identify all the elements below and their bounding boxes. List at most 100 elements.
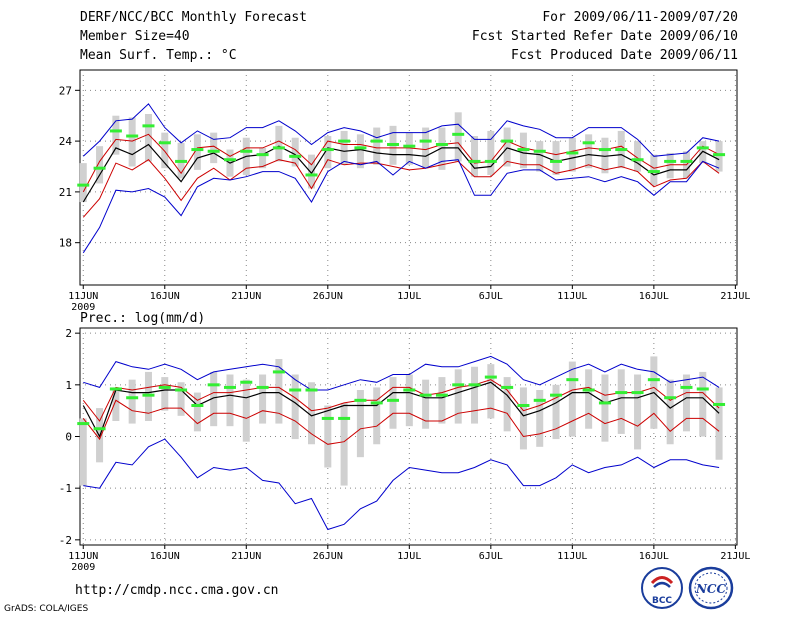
temp-median-mark — [387, 142, 400, 146]
temp-box — [422, 127, 430, 169]
prec-median-mark — [272, 370, 285, 374]
temp-median-mark — [223, 158, 236, 162]
prec-box — [552, 384, 560, 440]
prec-box — [177, 382, 185, 416]
prec-median-mark — [533, 398, 546, 402]
prec-box — [226, 374, 234, 427]
temp-line-upper — [82, 133, 720, 193]
temp-box — [193, 134, 201, 170]
temp-median-mark — [321, 148, 334, 152]
temp-box — [112, 115, 120, 155]
prec-xtick-label: 11JUN — [68, 551, 98, 562]
temp-year-label: 2009 — [71, 302, 95, 313]
temp-median-mark — [403, 144, 416, 148]
temp-median-mark — [370, 139, 383, 143]
prec-ytick-label: 1 — [65, 379, 72, 392]
temp-box — [96, 146, 104, 184]
prec-box — [161, 377, 169, 411]
temp-ytick-label: 24 — [59, 135, 73, 148]
prec-median-mark — [158, 385, 171, 389]
prec-median-mark — [550, 393, 563, 397]
grads-credit: GrADS: COLA/IGES — [4, 604, 89, 614]
temp-box — [601, 137, 609, 174]
temp-box — [144, 114, 152, 162]
prec-box — [373, 387, 381, 445]
prec-median-mark — [615, 391, 628, 395]
prec-median-mark — [93, 427, 106, 431]
prec-median-mark — [338, 416, 351, 420]
temp-box — [340, 130, 348, 165]
temp-median-mark — [338, 139, 351, 143]
prec-median-mark — [305, 388, 318, 392]
prec-median-mark — [321, 416, 334, 420]
ncc-logo: NCC — [688, 566, 734, 610]
prec-median-mark — [370, 401, 383, 405]
prec-box — [128, 379, 136, 424]
temp-median-mark — [517, 148, 530, 152]
start-date: Fcst Started Refer Date 2009/06/10 — [471, 29, 738, 44]
temp-median-mark — [631, 158, 644, 162]
prec-median-mark — [501, 385, 514, 389]
temp-box — [307, 154, 315, 189]
prec-median-mark — [207, 383, 220, 387]
prec-median-mark — [680, 385, 693, 389]
prec-median-mark — [223, 385, 236, 389]
temp-box — [471, 136, 479, 177]
temp-xtick-label: 16JUL — [639, 291, 669, 302]
prec-box — [210, 371, 218, 427]
temp-box — [715, 141, 723, 172]
temp-median-mark — [582, 141, 595, 145]
prec-median-mark — [175, 388, 188, 392]
prec-median-mark — [468, 383, 481, 387]
temp-line-max — [82, 103, 720, 157]
temp-box — [634, 141, 642, 172]
prec-box — [585, 369, 593, 429]
prec-median-mark — [142, 393, 155, 397]
prec-median-mark — [191, 404, 204, 407]
prec-xtick-label: 16JUL — [639, 551, 669, 562]
temp-median-mark — [435, 142, 448, 146]
prec-box — [275, 359, 283, 424]
prec-box — [356, 390, 364, 458]
temp-box — [210, 132, 218, 164]
prec-median-mark — [419, 393, 432, 397]
prec-box — [519, 387, 527, 450]
temp-box — [356, 134, 364, 169]
prec-line-lower — [82, 399, 720, 445]
prec-box — [699, 371, 707, 437]
prec-box — [307, 382, 315, 445]
prec-ytick-label: -1 — [59, 482, 72, 495]
prec-ytick-label: 2 — [65, 327, 72, 340]
prec-year-label: 2009 — [71, 562, 95, 573]
member-size: Member Size=40 — [80, 29, 190, 44]
prec-box — [568, 361, 576, 437]
prec-line-min — [83, 438, 720, 531]
temp-box — [568, 137, 576, 172]
prec-median-mark — [240, 380, 253, 384]
produced-date: Fcst Produced Date 2009/06/11 — [511, 48, 738, 63]
temp-median-mark — [696, 146, 709, 150]
temp-box — [373, 127, 381, 165]
prec-line-upper — [82, 379, 720, 422]
bcc-logo-text: BCC — [652, 596, 672, 606]
temp-median-mark — [664, 159, 677, 163]
temp-ytick-label: 18 — [59, 237, 72, 250]
temp-box — [536, 141, 544, 172]
temp-median-mark — [452, 132, 465, 136]
ncc-logo-text: NCC — [695, 582, 727, 596]
prec-box — [438, 377, 446, 424]
temp-median-mark — [713, 153, 726, 157]
prec-ytick-label: 0 — [65, 431, 72, 444]
prec-xtick-label: 16JUN — [150, 551, 180, 562]
temp-median-mark — [305, 173, 318, 177]
temp-xtick-label: 1JUL — [397, 291, 421, 302]
temp-median-mark — [680, 159, 693, 163]
source-url[interactable]: http://cmdp.ncc.cma.gov.cn — [75, 583, 279, 598]
forecast-period: For 2009/06/11-2009/07/20 — [542, 10, 738, 25]
prec-line-max — [83, 355, 720, 391]
prec-median-mark — [387, 398, 400, 402]
prec-median-mark — [354, 398, 367, 402]
prec-box — [682, 374, 690, 432]
temp-line-min — [82, 159, 720, 254]
prec-median-mark — [598, 401, 611, 405]
